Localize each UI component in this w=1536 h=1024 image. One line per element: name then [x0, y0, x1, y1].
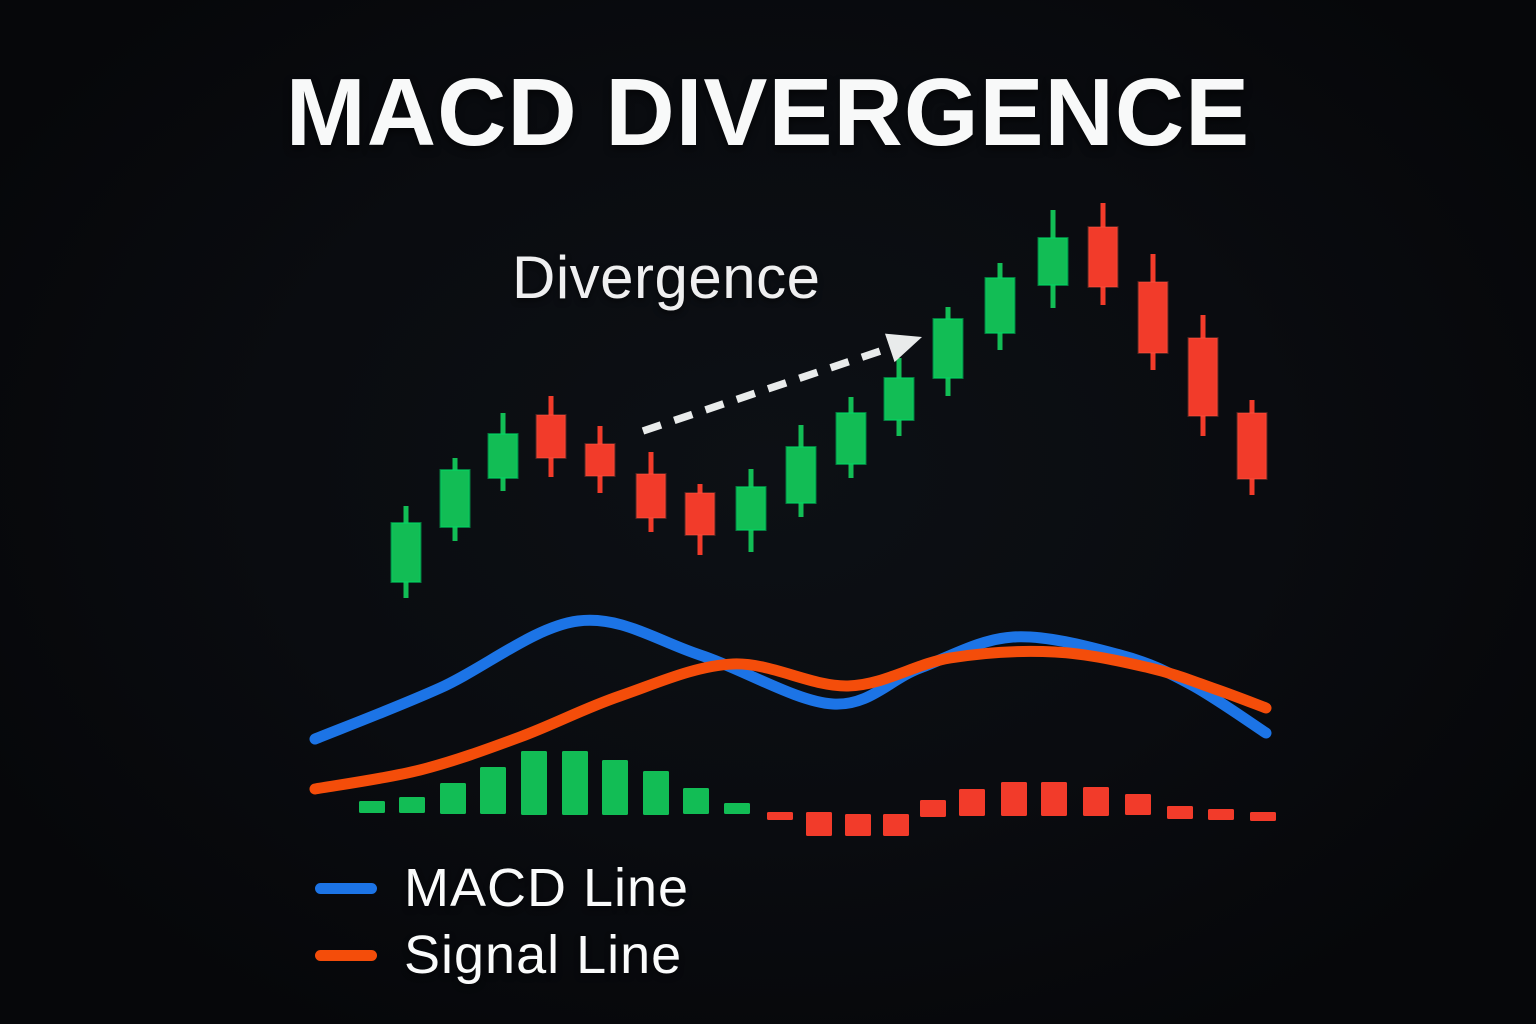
histogram-bar-red: [845, 814, 871, 836]
candle-body-down: [1236, 412, 1268, 480]
candle-body-down: [584, 443, 616, 477]
candle-body-down: [535, 414, 567, 459]
histogram-bar-green: [683, 788, 709, 814]
histogram-bar-red: [1250, 812, 1276, 821]
candle-body-up: [390, 522, 422, 583]
histogram-bar-red: [1125, 794, 1151, 815]
histogram-bar-green: [521, 751, 547, 815]
legend-item-signal-line: Signal Line: [315, 925, 682, 985]
candle-body-down: [635, 473, 667, 519]
candles-group: [390, 203, 1268, 598]
candle-body-down: [1187, 337, 1219, 417]
histogram-bar-green: [399, 797, 425, 813]
macd-line-swatch: [315, 882, 377, 894]
histogram-bar-red: [1041, 782, 1067, 816]
histogram-bar-red: [1167, 806, 1193, 819]
divergence-annotation-label: Divergence: [512, 244, 821, 311]
histogram-bar-red: [1083, 787, 1109, 816]
legend-item-macd-line: MACD Line: [315, 858, 689, 918]
divergence-arrow-group: [641, 333, 922, 435]
histogram-bar-green: [440, 783, 466, 814]
candle-body-up: [785, 446, 817, 504]
divergence-arrow-shaft: [641, 343, 895, 435]
macd-line-label: MACD Line: [404, 858, 690, 918]
histogram-bar-green: [359, 801, 385, 813]
macd-histogram-group: [359, 751, 1276, 836]
candle-body-up: [932, 318, 964, 379]
signal-line-label: Signal Line: [404, 925, 683, 985]
signal-line-path: [309, 645, 1272, 795]
histogram-bar-red: [806, 812, 832, 836]
macd-signal-lines-group: [309, 614, 1272, 795]
candle-body-up: [735, 486, 767, 531]
histogram-bar-red: [1208, 809, 1234, 820]
histogram-bar-green: [724, 803, 750, 814]
histogram-bar-green: [643, 771, 669, 815]
histogram-bar-red: [1001, 782, 1027, 816]
histogram-bar-red: [767, 812, 793, 820]
histogram-bar-green: [602, 760, 628, 815]
histogram-bar-green: [480, 767, 506, 814]
candle-body-down: [1137, 281, 1169, 354]
histogram-bar-red: [920, 800, 946, 817]
candle-body-up: [984, 277, 1016, 334]
candle-body-up: [487, 433, 519, 479]
candle-body-up: [439, 469, 471, 528]
histogram-bar-green: [562, 751, 588, 815]
signal-line-swatch: [315, 949, 377, 961]
divergence-arrow-head: [884, 333, 922, 363]
candle-body-down: [1087, 226, 1119, 288]
candle-body-up: [1037, 237, 1069, 286]
histogram-bar-red: [959, 789, 985, 816]
candle-body-up: [835, 412, 867, 465]
candle-body-up: [883, 377, 915, 421]
page-title: MACD DIVERGENCE: [285, 59, 1251, 166]
candle-body-down: [684, 492, 716, 536]
histogram-bar-red: [883, 814, 909, 836]
